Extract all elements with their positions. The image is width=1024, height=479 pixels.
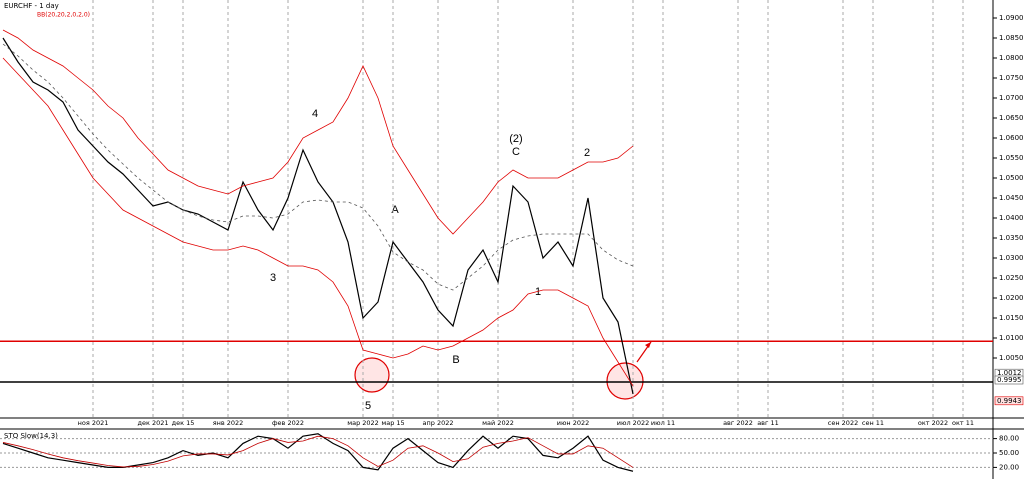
y-tick-label: 1.0400: [999, 214, 1024, 222]
wave-label: 4: [312, 108, 318, 120]
y-tick-label: 1.0350: [999, 234, 1024, 242]
wave-label: (2): [509, 133, 522, 145]
x-tick-label: янв 2022: [213, 419, 244, 427]
y-tick-label: 1.0700: [999, 94, 1024, 102]
y-tick-label: 1.0600: [999, 134, 1024, 142]
x-tick-label: июн 2022: [557, 419, 590, 427]
wave-label: B: [452, 354, 459, 366]
series-line: [2, 57, 634, 387]
wave-label: 3: [270, 272, 276, 284]
x-tick-label: дек 2021: [137, 419, 168, 427]
x-tick-label: апр 2022: [423, 419, 454, 427]
y-tick-label: 1.0100: [999, 334, 1024, 342]
series-line: [2, 433, 634, 472]
x-tick-label: ноя 2021: [78, 419, 109, 427]
x-tick-label: мар 2022: [347, 419, 379, 427]
highlight-circle: [606, 362, 644, 400]
highlight-circle: [354, 357, 390, 393]
y-tick-label: 1.0150: [999, 314, 1024, 322]
x-tick-label: дек 15: [172, 419, 195, 427]
y-tick-label: 1.0550: [999, 154, 1024, 162]
price-marker: [994, 375, 1024, 385]
x-tick-label: мар 15: [381, 419, 404, 427]
x-tick-label: авг 11: [757, 419, 779, 427]
series-line: [2, 435, 634, 468]
wave-label: 1: [535, 286, 541, 298]
price-marker-label: 0.9943: [997, 397, 1022, 405]
x-tick-label: май 2022: [482, 419, 514, 427]
x-tick-label: сен 2022: [828, 419, 858, 427]
y-tick-label: 1.0450: [999, 194, 1024, 202]
x-tick-label: сен 11: [862, 419, 884, 427]
panel-title: STO Slow(14,3): [4, 432, 58, 440]
y-tick-label: 1.0050: [999, 354, 1024, 362]
x-tick-label: фев 2022: [272, 419, 304, 427]
y-tick-label: 1.0300: [999, 254, 1024, 262]
y-tick-label: 1.0850: [999, 34, 1024, 42]
y-tick-label: 1.0650: [999, 114, 1024, 122]
arrow-head: [645, 342, 651, 348]
y-tick-label: 50.00: [999, 449, 1019, 457]
y-tick-label: 1.0250: [999, 274, 1024, 282]
wave-label: A: [391, 204, 399, 216]
chart-title: EURCHF - 1 day: [4, 2, 59, 10]
y-tick-label: 20.00: [999, 463, 1019, 471]
series-line: [2, 37, 634, 395]
wave-label: C: [512, 146, 520, 158]
y-tick-label: 1.0900: [999, 14, 1024, 22]
chart-subtitle: BB(20,20,2,0,2,0): [37, 12, 90, 19]
price-marker-label: 0.9995: [997, 376, 1022, 384]
x-tick-label: окт 2022: [918, 419, 948, 427]
price-marker-label: 1.0012: [997, 369, 1022, 377]
price-marker: [994, 396, 1024, 406]
y-tick-label: 1.0200: [999, 294, 1024, 302]
y-tick-label: 80.00: [999, 435, 1019, 443]
y-tick-label: 1.0800: [999, 54, 1024, 62]
y-tick-label: 1.0750: [999, 74, 1024, 82]
x-tick-label: авг 2022: [723, 419, 753, 427]
wave-label: 5: [365, 400, 371, 412]
series-line: [2, 29, 634, 235]
x-tick-label: июл 11: [651, 419, 675, 427]
x-tick-label: окт 11: [952, 419, 974, 427]
series-line: [2, 43, 634, 291]
wave-label: 2: [584, 147, 590, 159]
x-tick-label: июл 2022: [617, 419, 649, 427]
y-tick-label: 1.0500: [999, 174, 1024, 182]
